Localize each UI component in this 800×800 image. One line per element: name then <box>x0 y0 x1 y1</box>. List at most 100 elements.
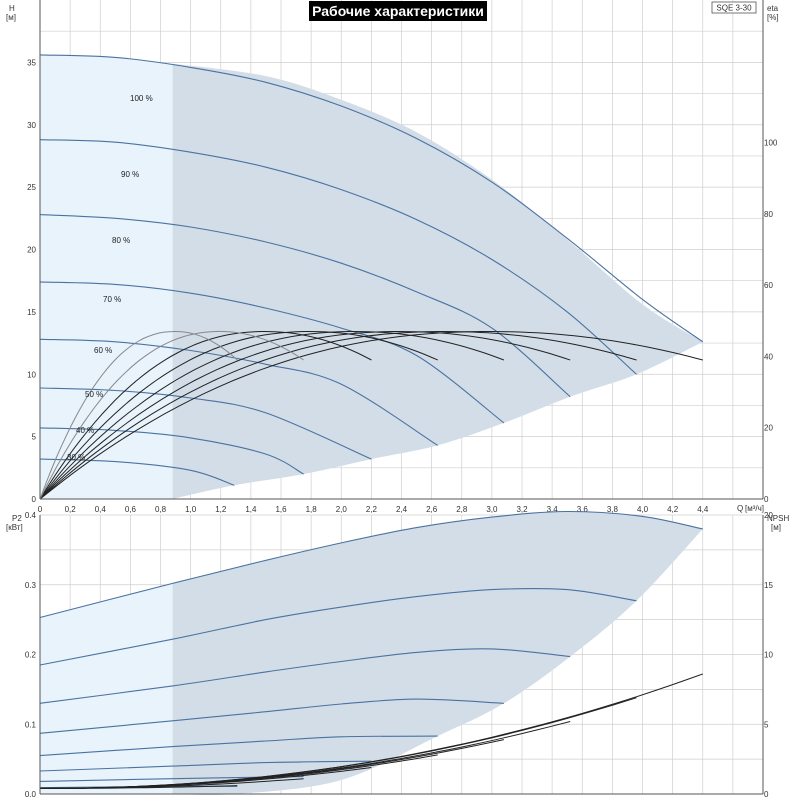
head-panel: 0 0,2 0,4 0,6 0,8 1,0 1,2 1,4 1,6 1,8 2,0 2,2 2,4 2,6… <box>27 0 778 514</box>
power-tick-label: 0.3 <box>25 581 37 590</box>
flow-tick-label: 0 <box>38 505 43 514</box>
head-curve-80 <box>39 214 571 398</box>
flow-tick-label: 2,0 <box>336 505 348 514</box>
npsh-tick-label: 0 <box>764 790 769 799</box>
power-axis-label: P2 <box>12 514 22 523</box>
power-curve-60 <box>39 735 438 757</box>
speed-label: 60 % <box>94 346 112 355</box>
power-curve-70 <box>39 698 504 734</box>
eta-axis-label: eta <box>767 4 779 13</box>
flow-tick-label: 4,2 <box>667 505 679 514</box>
head-axis-label: H <box>9 4 15 13</box>
power-envelope <box>40 511 703 796</box>
power-tick-label: 0.1 <box>25 720 37 729</box>
eta-curve <box>39 330 505 500</box>
npsh-tick-label: 20 <box>764 511 773 520</box>
speed-label: 80 % <box>112 236 130 245</box>
eta-curve <box>39 330 238 500</box>
eta-tick-label: 20 <box>764 424 773 433</box>
flow-tick-label: 1,2 <box>215 505 227 514</box>
power-tick-label: 0.0 <box>25 790 37 799</box>
eta-tick-label: 40 <box>764 352 773 361</box>
speed-label: 100 % <box>130 94 153 103</box>
head-tick-label: 10 <box>27 370 36 379</box>
operating-envelope <box>172 63 703 499</box>
eta-tick-label: 80 <box>764 210 773 219</box>
eta-tick-label: 0 <box>764 495 769 504</box>
head-tick-label: 0 <box>32 495 37 504</box>
npsh-axis-unit: [м] <box>771 523 781 532</box>
npsh-tick-label: 15 <box>764 581 773 590</box>
flow-tick-label: 0,8 <box>155 505 167 514</box>
power-panel: 0.0 0.1 0.2 0.3 0.4 0 5 10 15 20 <box>25 510 774 799</box>
head-curve-100 <box>39 54 704 343</box>
low-speed-region <box>40 54 173 500</box>
power-curve-50 <box>39 760 372 772</box>
eta-curve <box>39 330 703 500</box>
flow-tick-label: 2,8 <box>456 505 468 514</box>
head-tick-label: 30 <box>27 121 36 130</box>
eta-curve <box>39 330 372 500</box>
eta-curve <box>39 330 438 500</box>
flow-tick-label: 3,8 <box>607 505 619 514</box>
power-curve-100 <box>39 510 703 619</box>
head-tick-label: 5 <box>32 433 37 442</box>
chart-title: Рабочие характеристики <box>312 3 484 19</box>
power-curve-90 <box>39 587 637 666</box>
head-envelope <box>40 54 703 500</box>
flow-tick-label: 2,2 <box>366 505 378 514</box>
flow-tick-label: 3,2 <box>516 505 528 514</box>
npsh-curves <box>39 673 703 789</box>
flow-tick-label: 4,4 <box>697 505 709 514</box>
npsh-tick-label: 5 <box>764 720 769 729</box>
flow-tick-label: 0,2 <box>65 505 77 514</box>
eta-tick-label: 60 <box>764 281 773 290</box>
speed-label: 50 % <box>85 390 103 399</box>
head-tick-label: 25 <box>27 183 36 192</box>
head-curve-50 <box>39 387 372 460</box>
head-tick-label: 15 <box>27 308 36 317</box>
model-box <box>711 1 757 14</box>
speed-label: 40 % <box>76 426 94 435</box>
power-tick-label: 0.4 <box>25 511 37 520</box>
head-curve-60 <box>39 338 438 446</box>
head-tick-label: 35 <box>27 58 36 67</box>
flow-tick-label: 3,4 <box>547 505 559 514</box>
eta-axis-unit: [%] <box>767 13 779 22</box>
power-axis-unit: [кВт] <box>6 523 23 532</box>
head-axes <box>39 0 764 500</box>
head-axis-unit: [м] <box>6 13 16 22</box>
flow-tick-label: 3,0 <box>486 505 498 514</box>
flow-tick-label: 0,6 <box>125 505 137 514</box>
flow-tick-label: 4,0 <box>637 505 649 514</box>
power-labels: 0.0 0.1 0.2 0.3 0.4 0 5 10 15 20 <box>25 511 774 799</box>
title-box <box>309 1 487 21</box>
eta-curve <box>39 330 304 500</box>
operating-envelope <box>172 511 703 796</box>
speed-label: 90 % <box>121 170 139 179</box>
npsh-tick-label: 10 <box>764 651 773 660</box>
npsh-axis-label: NPSH <box>767 514 789 523</box>
flow-tick-label: 2,6 <box>426 505 438 514</box>
eta-curve <box>39 330 637 500</box>
npsh-curve <box>40 785 238 789</box>
flow-tick-label: 2,4 <box>396 505 408 514</box>
flow-tick-label: 1,0 <box>185 505 197 514</box>
speed-label: 70 % <box>103 295 121 304</box>
flow-axis-label: Q <box>737 504 743 513</box>
eta-curve <box>39 330 571 500</box>
head-curve-70 <box>39 281 505 424</box>
model-label: SQE 3-30 <box>716 4 752 13</box>
head-curves <box>39 54 704 486</box>
power-tick-label: 0.2 <box>25 651 37 660</box>
eta-curves <box>39 330 703 500</box>
flow-tick-label: 1,6 <box>275 505 287 514</box>
eta-tick-label: 100 <box>764 139 778 148</box>
flow-tick-label: 3,6 <box>577 505 589 514</box>
head-labels: 0 0,2 0,4 0,6 0,8 1,0 1,2 1,4 1,6 1,8 2,0 2,2 2,4 2,6… <box>27 58 778 514</box>
flow-axis-unit: [м³/ч] <box>745 504 764 513</box>
head-curve-90 <box>39 139 637 375</box>
flow-tick-label: 1,8 <box>306 505 318 514</box>
speed-label: 30 % <box>67 453 85 462</box>
flow-tick-label: 1,4 <box>245 505 257 514</box>
